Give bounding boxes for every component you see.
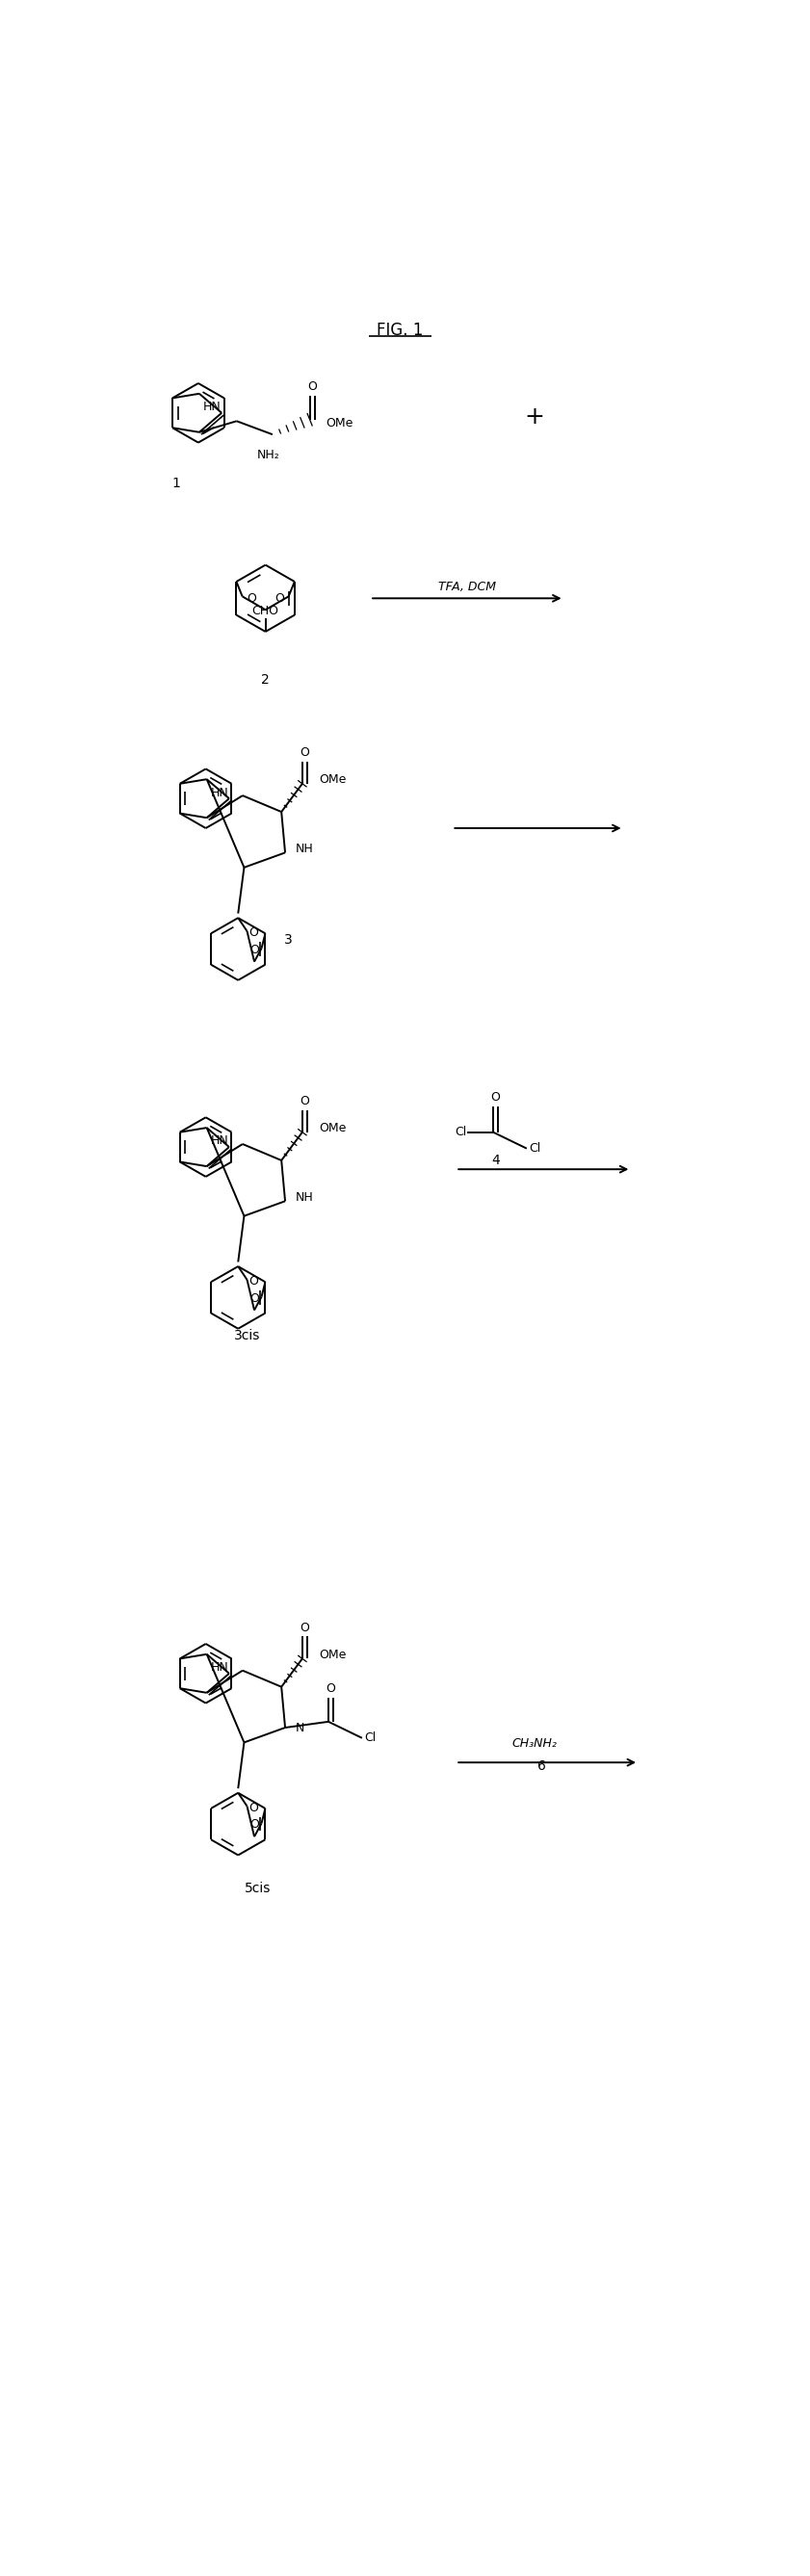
Text: 4: 4 <box>491 1154 500 1167</box>
Text: NH: NH <box>296 842 313 855</box>
Text: OMe: OMe <box>318 1123 346 1136</box>
Text: 3cis: 3cis <box>233 1329 260 1342</box>
Text: TFA, DCM: TFA, DCM <box>438 582 496 592</box>
Text: O: O <box>249 927 258 940</box>
Text: OMe: OMe <box>318 773 346 786</box>
Text: OMe: OMe <box>326 417 353 430</box>
Text: O: O <box>300 1620 309 1633</box>
Text: 1: 1 <box>172 477 180 489</box>
Text: O: O <box>300 747 309 760</box>
Text: CH₃NH₂: CH₃NH₂ <box>512 1739 556 1749</box>
Text: O: O <box>249 1819 259 1832</box>
Text: O: O <box>326 1682 335 1695</box>
Text: O: O <box>300 1095 309 1108</box>
Text: HN: HN <box>211 1662 228 1674</box>
Text: NH₂: NH₂ <box>258 448 280 461</box>
Text: O: O <box>491 1092 500 1103</box>
Text: HN: HN <box>203 402 221 412</box>
Text: +: + <box>524 404 544 428</box>
Text: 5cis: 5cis <box>245 1883 271 1896</box>
Text: O: O <box>249 1293 259 1303</box>
Text: O: O <box>307 381 317 394</box>
Text: O: O <box>275 592 284 605</box>
Text: HN: HN <box>211 1136 228 1146</box>
Text: 6: 6 <box>537 1759 546 1772</box>
Text: HN: HN <box>211 786 228 799</box>
Text: N: N <box>296 1721 305 1734</box>
Text: O: O <box>249 1801 258 1814</box>
Text: CHO: CHO <box>252 605 279 618</box>
Text: 2: 2 <box>262 672 270 688</box>
Text: O: O <box>246 592 256 605</box>
Text: O: O <box>249 943 259 956</box>
Text: O: O <box>249 1275 258 1288</box>
Text: FIG. 1: FIG. 1 <box>377 322 423 337</box>
Text: NH: NH <box>296 1190 313 1203</box>
Text: OMe: OMe <box>318 1649 346 1662</box>
Text: Cl: Cl <box>455 1126 467 1139</box>
Text: Cl: Cl <box>364 1731 376 1744</box>
Text: 3: 3 <box>283 933 292 945</box>
Text: Cl: Cl <box>529 1141 541 1154</box>
